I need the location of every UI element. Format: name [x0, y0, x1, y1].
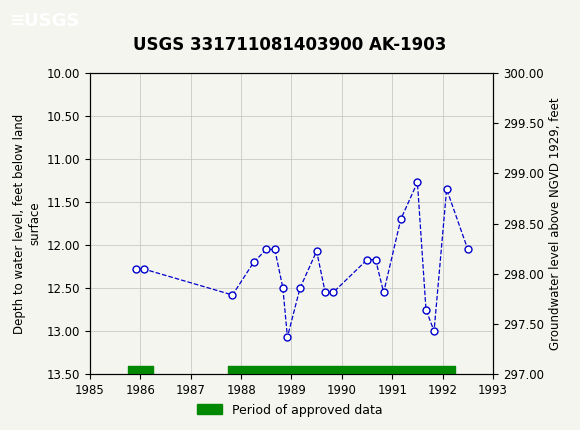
Y-axis label: Groundwater level above NGVD 1929, feet: Groundwater level above NGVD 1929, feet	[549, 97, 562, 350]
Y-axis label: Depth to water level, feet below land
surface: Depth to water level, feet below land su…	[13, 114, 41, 334]
Text: ≡USGS: ≡USGS	[9, 12, 79, 31]
Legend: Period of approved data: Period of approved data	[192, 399, 388, 421]
Text: USGS 331711081403900 AK-1903: USGS 331711081403900 AK-1903	[133, 36, 447, 54]
